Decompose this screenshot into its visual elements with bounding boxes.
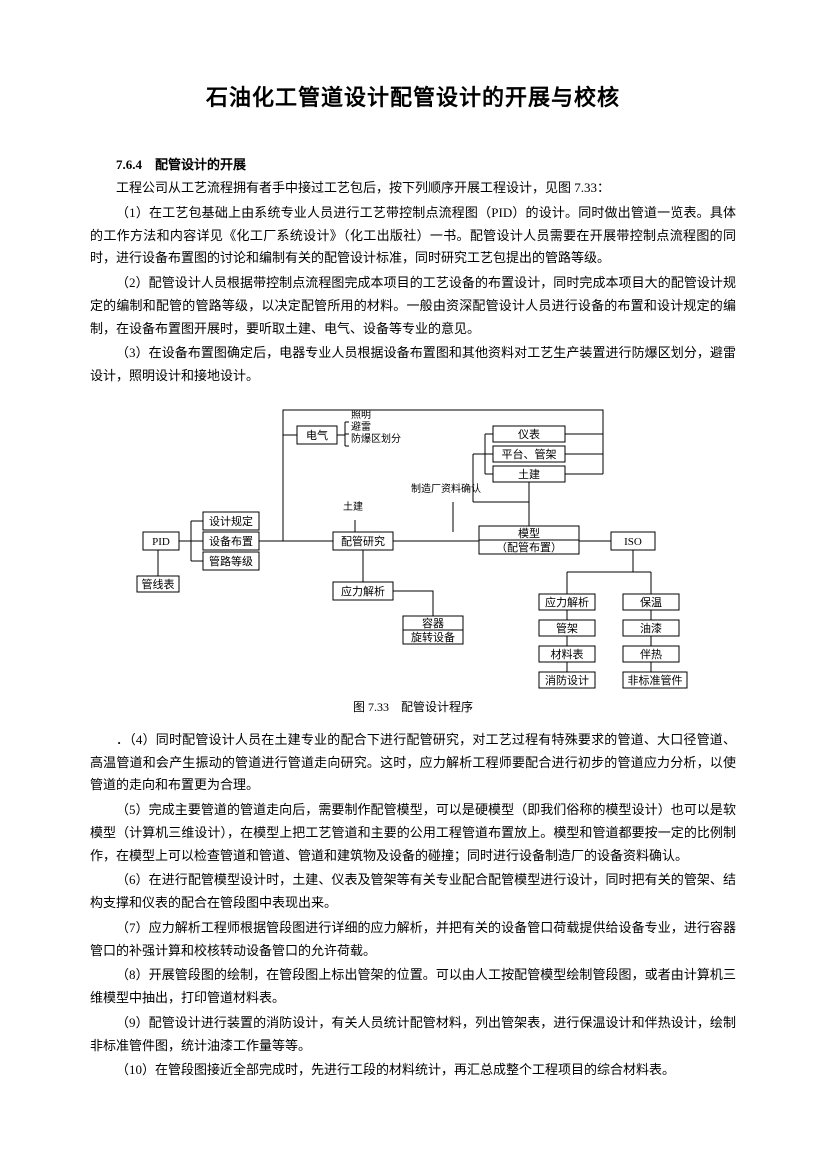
flow-node-label-baowen: 保温 — [640, 595, 662, 609]
flow-node-label-moxing1: 模型 — [518, 526, 540, 540]
flow-node-label-pid: PID — [152, 536, 170, 548]
paragraph-3: （3）在设备布置图确定后，电器专业人员根据设备布置图和其他资料对工艺生产装置进行… — [90, 342, 736, 388]
flow-node-label-yingli: 应力解析 — [341, 584, 385, 598]
flow-node-label-peiguan: 配管研究 — [341, 534, 385, 548]
flow-node-label-banre: 伴热 — [640, 648, 662, 661]
flowchart-svg: PID 管线表 设计规定设备布置管路等级 电气 照明避雷防爆区划分土建配管研究应力解析 制… — [133, 402, 693, 692]
paragraph-6: （6）在进行配管模型设计时，土建、仪表及管架等有关专业配合配管模型进行设计，同时… — [90, 869, 736, 915]
paragraph-7: （7）应力解析工程师根据管段图进行详细的应力解析，并把有关的设备管口荷载提供给设… — [90, 917, 736, 963]
flow-node-label-sheji: 设计规定 — [209, 514, 253, 528]
flow-node-label-yingli2: 应力解析 — [545, 595, 589, 609]
paragraph-5: （5）完成主要管道的管道走向后，需要制作配管模型，可以是硬模型（即我们俗称的模型… — [90, 799, 736, 867]
paragraph-9: （9）配管设计进行装置的消防设计，有关人员统计配管材料，列出管架表，进行保温设计… — [90, 1012, 736, 1058]
flow-node-label-tujian: 土建 — [518, 467, 540, 481]
flow-node-label-moxing2: （配管布置） — [496, 540, 562, 554]
paragraph-10: （10）在管段图接近全部完成时，先进行工段的材料统计，再汇总成整个工程项目的综合… — [90, 1059, 736, 1082]
flow-node-label-cailiao: 材料表 — [551, 647, 584, 661]
intro-paragraph: 工程公司从工艺流程拥有者手中接过工艺包后，按下列顺序开展工程设计，见图 7.33… — [90, 177, 736, 200]
flow-node-label-rongqi2: 旋转设备 — [411, 630, 455, 644]
flow-node-label-iso: ISO — [624, 536, 642, 548]
page-title: 石油化工管道设计配管设计的开展与校核 — [90, 80, 736, 112]
flow-label-dq_list1: 照明 — [351, 409, 371, 421]
paragraph-8: （8）开展管段图的绘制，在管段图上标出管架的位置。可以由人工按配管模型绘制管段图… — [90, 964, 736, 1010]
paragraph-4: ．（4）同时配管设计人员在土建专业的配合下进行配管研究，对工艺过程有特殊要求的管… — [90, 729, 736, 797]
flow-node-label-yibiao: 仪表 — [518, 427, 540, 441]
paragraph-1: （1）在工艺包基础上由系统专业人员进行工艺带控制点流程图（PID）的设计。同时做… — [90, 202, 736, 270]
flow-label-zhizao: 制造厂资料确认 — [411, 482, 481, 495]
flow-node-label-rongqi1: 容器 — [422, 616, 444, 630]
paragraph-2: （2）配管设计人员根据带控制点流程图完成本项目的工艺设备的布置设计，同时完成本项… — [90, 272, 736, 340]
flow-node-label-guanjia: 管架 — [556, 621, 578, 635]
flow-node-label-xiaofang: 消防设计 — [545, 673, 589, 687]
flowchart-figure: PID 管线表 设计规定设备布置管路等级 电气 照明避雷防爆区划分土建配管研究应力解析 制… — [133, 402, 693, 692]
flow-label-dq_list3: 防爆区划分 — [351, 432, 401, 445]
flow-node-label-guanxian: 管线表 — [142, 577, 175, 591]
flow-node-label-dianqi: 电气 — [306, 428, 328, 442]
figure-caption: 图 7.33 配管设计程序 — [90, 698, 736, 715]
flow-node-label-shebei: 设备布置 — [209, 534, 253, 548]
flow-label-dq_list2: 避雷 — [351, 420, 371, 433]
flow-node-label-pingtai: 平台、管架 — [502, 447, 557, 461]
flow-node-label-youqi: 油漆 — [640, 621, 662, 635]
section-heading: 7.6.4 配管设计的开展 — [90, 154, 736, 173]
flow-node-label-guanlu: 管路等级 — [209, 554, 253, 568]
flow-node-label-feibz: 非标准管件 — [628, 673, 683, 687]
flow-label-tujian_t: 土建 — [343, 500, 363, 513]
page: 石油化工管道设计配管设计的开展与校核 7.6.4 配管设计的开展 工程公司从工艺… — [0, 0, 826, 1169]
